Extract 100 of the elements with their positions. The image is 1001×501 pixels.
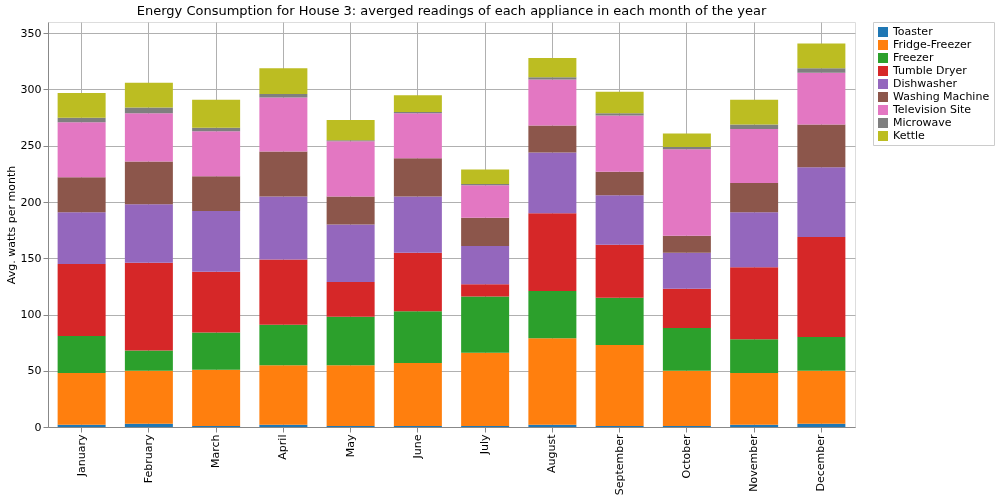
x-tick-label: July: [478, 434, 492, 456]
bar: [124, 262, 173, 351]
bar: [57, 92, 106, 118]
bar: [797, 72, 846, 125]
bar: [57, 177, 106, 213]
bar: [393, 311, 442, 363]
x-tick-label: June: [410, 434, 424, 460]
bar: [259, 97, 308, 152]
bar: [730, 182, 779, 213]
legend-label: Tumble Dryer: [892, 64, 968, 77]
bar: [730, 212, 779, 268]
bar: [192, 271, 241, 333]
bar: [124, 82, 173, 108]
bar: [528, 290, 577, 339]
y-tick-label: 200: [20, 195, 42, 209]
bar: [528, 79, 577, 126]
bar: [192, 131, 241, 177]
y-tick-label: 100: [20, 308, 42, 321]
x-tick-label: March: [209, 434, 223, 469]
bar: [461, 284, 510, 297]
bar: [797, 236, 846, 337]
bar: [797, 43, 846, 69]
bar: [393, 362, 442, 426]
bar: [192, 99, 241, 128]
bar: [662, 235, 711, 253]
bar: [461, 245, 510, 285]
bar: [393, 95, 442, 112]
bar: [393, 196, 442, 253]
bar: [326, 281, 375, 317]
bar: [259, 196, 308, 260]
bar: [393, 158, 442, 197]
bar: [259, 68, 308, 94]
bar: [326, 316, 375, 366]
bar: [326, 196, 375, 225]
bar: [528, 152, 577, 214]
bar: [57, 263, 106, 336]
legend-label: Toaster: [892, 25, 934, 38]
legend-label: Kettle: [893, 129, 926, 142]
y-axis-title: Avg. watts per month: [4, 165, 18, 285]
legend-label: Microwave: [893, 116, 952, 129]
bar: [528, 125, 577, 153]
bar: [528, 338, 577, 425]
bar: [528, 58, 577, 78]
bar: [797, 370, 846, 424]
bar: [662, 149, 711, 236]
x-tick-label: October: [679, 434, 693, 479]
x-tick-label: January: [74, 434, 88, 478]
x-tick-label: April: [276, 434, 290, 460]
bar: [393, 113, 442, 159]
bar: [461, 352, 510, 426]
bar: [393, 252, 442, 312]
bar: [797, 68, 846, 73]
y-tick-label: 250: [20, 139, 42, 153]
bar: [797, 167, 846, 237]
bar: [662, 288, 711, 328]
bar: [730, 128, 779, 183]
x-tick-label: February: [141, 434, 155, 484]
legend-label: Fridge-Freezer: [893, 38, 972, 51]
bar: [662, 133, 711, 147]
bar: [57, 212, 106, 264]
y-tick-label: 350: [20, 26, 42, 40]
bar: [730, 99, 779, 125]
bar: [595, 115, 644, 172]
bar: [124, 161, 173, 205]
bar: [797, 337, 846, 371]
bar: [595, 244, 644, 298]
y-tick-label: 50: [27, 364, 42, 378]
bar: [259, 151, 308, 197]
bar: [595, 171, 644, 196]
y-tick-label: 300: [20, 83, 42, 96]
x-tick-label: May: [343, 434, 357, 458]
bar: [259, 365, 308, 425]
bar: [192, 369, 241, 426]
bar: [461, 296, 510, 353]
bar: [192, 176, 241, 211]
bar: [730, 267, 779, 340]
bar: [595, 344, 644, 426]
bar: [461, 169, 510, 184]
legend-label: Television Site: [892, 103, 972, 116]
chart-title: Energy Consumption for House 3: averged readings of each appliance in each month of the year: [136, 3, 767, 18]
legend-label: Dishwasher: [893, 77, 958, 90]
bar: [192, 332, 241, 370]
bar: [595, 91, 644, 114]
y-tick-label: 0: [34, 420, 42, 434]
bar: [192, 211, 241, 272]
x-tick-label: November: [747, 434, 761, 492]
bar: [730, 339, 779, 373]
bar: [461, 217, 510, 246]
bar: [326, 224, 375, 282]
bar: [124, 370, 173, 424]
bar: [595, 195, 644, 245]
bar: [662, 252, 711, 289]
bar: [57, 335, 106, 373]
bar: [528, 213, 577, 291]
bar: [124, 350, 173, 371]
bar: [124, 204, 173, 263]
bar: [326, 119, 375, 141]
bar: [326, 141, 375, 197]
bar: [797, 124, 846, 168]
bar: [259, 324, 308, 366]
